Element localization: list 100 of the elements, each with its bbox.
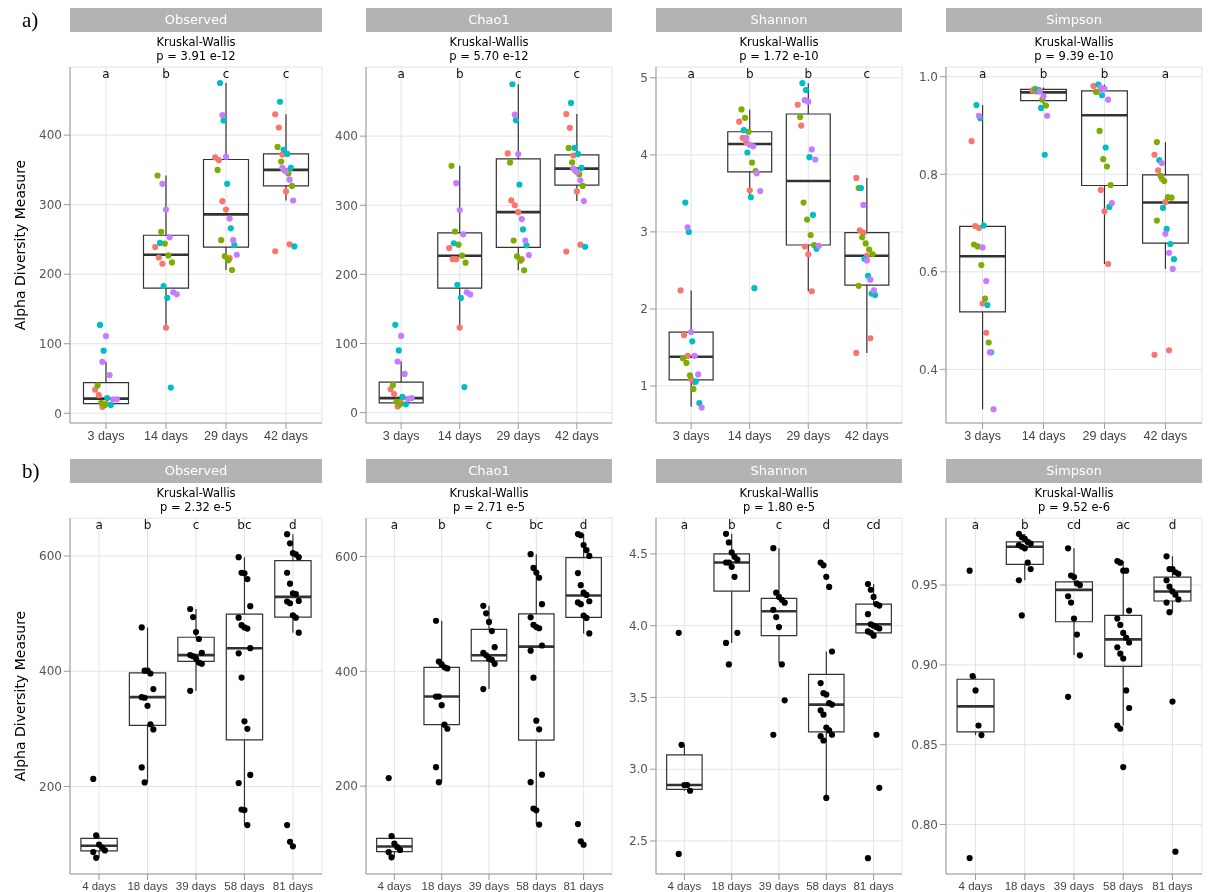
x-tick-label: 3 days <box>87 428 125 443</box>
y-tick-label: 200 <box>39 779 62 794</box>
text: b) <box>22 459 40 484</box>
y-tick-label: 0.85 <box>911 737 938 752</box>
y-tick-label: 0.4 <box>918 362 938 377</box>
x-tick-label: 14 days <box>144 428 188 443</box>
chart-title: Shannon <box>656 459 902 483</box>
x-tick-label: 42 days <box>844 428 889 443</box>
x-tick-label: 81 days <box>853 880 894 892</box>
x-tick-label: 14 days <box>437 428 482 443</box>
chart-subtitle: Kruskal-Wallis p = 9.52 e-6 <box>1033 486 1115 514</box>
annotation: b <box>162 67 170 81</box>
y-tick-label: 200 <box>335 267 358 282</box>
annotation: c <box>573 67 581 81</box>
x-tick-label: 39 days <box>758 880 800 892</box>
y-tick-label: 0.95 <box>911 578 938 593</box>
x-tick-label: 81 days <box>1152 880 1193 892</box>
y-tick-label: 4.5 <box>628 547 648 562</box>
y-tick-label: 3.0 <box>628 762 648 777</box>
y-tick-label: 0.80 <box>911 817 938 832</box>
chart-subtitle: Kruskal-Wallis p = 3.91 e-12 <box>155 35 237 63</box>
x-tick-label: 3 days <box>964 428 1001 443</box>
chart-subtitle: Kruskal-Wallis p = 2.71 e-5 <box>448 486 530 514</box>
annotation: cd <box>866 518 881 532</box>
y-tick-label: 300 <box>39 197 62 212</box>
annotation: c <box>514 67 522 81</box>
x-tick-label: 81 days <box>563 880 604 892</box>
annotation: c <box>282 67 290 81</box>
y-tick-label: 0 <box>350 405 358 420</box>
annotation: c <box>775 518 783 532</box>
y-tick-label: 1 <box>640 379 648 394</box>
annotation: d <box>579 518 588 532</box>
annotation: b <box>437 518 446 532</box>
x-tick-label: 42 days <box>554 428 599 443</box>
chart-subtitle: Kruskal-Wallis p = 1.72 e-10 <box>738 35 820 63</box>
y-tick-label: 0.90 <box>911 658 938 673</box>
x-tick-label: 18 days <box>127 880 168 892</box>
x-tick-label: 58 days <box>516 880 557 892</box>
chart-title: Observed <box>70 459 322 483</box>
y-tick-label: 200 <box>39 267 62 282</box>
annotation: b <box>1039 67 1048 81</box>
y-tick-label: 100 <box>335 336 358 351</box>
y-tick-label: 3 <box>640 225 648 240</box>
chart-subtitle: Kruskal-Wallis p = 9.39 e-10 <box>1033 35 1115 63</box>
annotation: d <box>822 518 831 532</box>
x-tick-label: 3 days <box>672 428 710 443</box>
x-tick-label: 4 days <box>377 880 412 892</box>
y-tick-label: 0.6 <box>918 265 938 280</box>
x-tick-label: 29 days <box>786 428 831 443</box>
chart-title: Shannon <box>656 8 902 32</box>
x-tick-label: 18 days <box>711 880 753 892</box>
annotation: d <box>1168 518 1177 532</box>
y-tick-label: 600 <box>39 549 62 564</box>
chart-title: Simpson <box>946 459 1202 483</box>
annotation: b <box>804 67 813 81</box>
x-tick-label: 14 days <box>727 428 772 443</box>
annotation: c <box>222 67 230 81</box>
chart-subtitle: Kruskal-Wallis p = 1.80 e-5 <box>738 486 820 514</box>
annotation: a <box>95 518 103 532</box>
x-tick-label: 14 days <box>1021 428 1066 443</box>
x-tick-label: 18 days <box>421 880 463 892</box>
x-tick-label: 29 days <box>496 428 541 443</box>
annotation: a <box>680 518 689 532</box>
annotation: ac <box>1116 518 1131 532</box>
chart-subtitle: Kruskal-Wallis p = 2.32 e-5 <box>155 486 237 514</box>
x-tick-label: 58 days <box>1103 880 1144 892</box>
annotation: b <box>143 518 152 532</box>
x-tick-label: 42 days <box>264 428 308 443</box>
y-tick-label: 300 <box>335 198 358 213</box>
chart-subtitle: Kruskal-Wallis p = 5.70 e-12 <box>448 35 530 63</box>
annotation: a <box>1161 67 1170 81</box>
x-tick-label: 18 days <box>1004 880 1046 892</box>
annotation: a <box>687 67 695 81</box>
y-tick-label: 4.0 <box>628 618 648 633</box>
y-axis-title: Alpha Diversity Measure <box>11 159 28 331</box>
y-tick-label: 100 <box>39 336 62 351</box>
y-tick-label: 400 <box>39 128 62 143</box>
chart-title: Observed <box>70 8 322 32</box>
x-tick-label: 29 days <box>1082 428 1127 443</box>
annotation: b <box>745 67 754 81</box>
y-tick-label: 2.5 <box>628 834 648 849</box>
y-tick-label: 400 <box>335 664 358 679</box>
annotation: b <box>1020 518 1029 532</box>
y-tick-label: 2 <box>640 302 648 317</box>
annotation: b <box>1100 67 1109 81</box>
y-tick-label: 1.0 <box>918 70 938 85</box>
y-tick-label: 400 <box>335 129 358 144</box>
chart-title: Simpson <box>946 8 1202 32</box>
annotation: a <box>971 518 980 532</box>
x-tick-label: 4 days <box>667 880 702 892</box>
annotation: c <box>485 518 493 532</box>
y-axis-title: Alpha Diversity Measure <box>11 610 28 782</box>
x-tick-label: 39 days <box>1053 880 1095 892</box>
annotation: b <box>727 518 736 532</box>
x-tick-label: 29 days <box>204 428 248 443</box>
annotation: d <box>289 518 297 532</box>
x-tick-label: 4 days <box>82 880 117 892</box>
chart-title: Chao1 <box>366 459 612 483</box>
y-tick-label: 200 <box>335 779 358 794</box>
y-tick-label: 0.8 <box>918 167 938 182</box>
